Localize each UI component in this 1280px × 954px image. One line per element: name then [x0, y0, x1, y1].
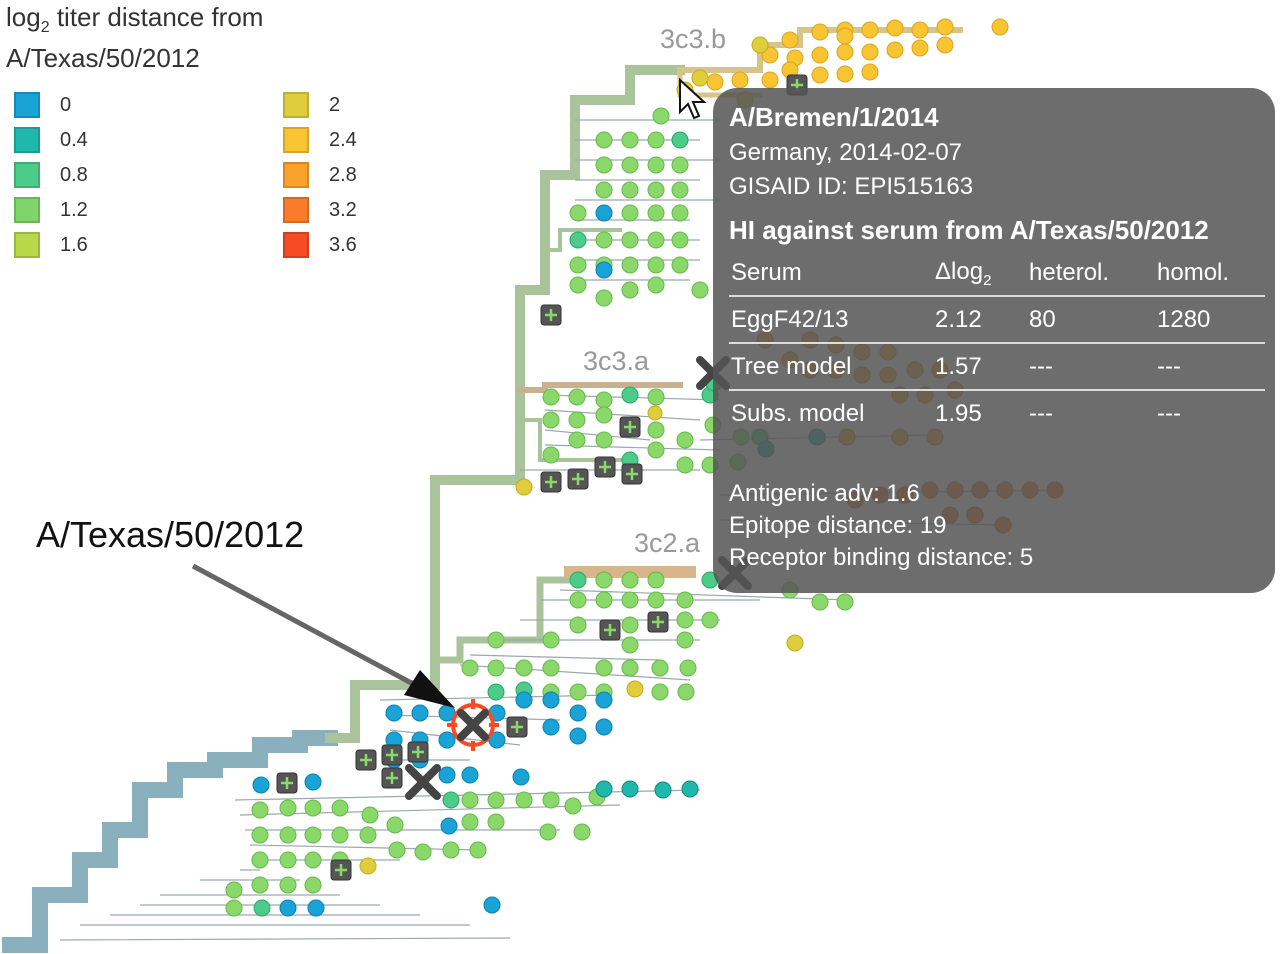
legend-title: log2 titer distance from A/Texas/50/2012 — [6, 2, 264, 74]
legend-item: 0.4 — [14, 125, 88, 155]
cell-homol: 1280 — [1155, 295, 1265, 344]
tooltip-hi-title: HI against serum from A/Texas/50/2012 — [729, 215, 1209, 245]
cell-homol: --- — [1155, 342, 1265, 391]
legend-item: 3.2 — [283, 195, 357, 225]
legend-swatch — [283, 232, 309, 258]
legend-swatch — [283, 162, 309, 188]
table-row: Subs. model 1.95 --- --- — [729, 390, 1265, 436]
annotation-arrow — [191, 563, 455, 708]
legend-label: 2.4 — [329, 128, 357, 151]
legend-swatch — [14, 197, 40, 223]
cell-homol: --- — [1157, 399, 1181, 427]
legend-label: 2.8 — [329, 163, 357, 186]
legend-item: 0 — [14, 90, 71, 120]
tooltip-receptor-binding-distance: Receptor binding distance: 5 — [729, 544, 1034, 571]
legend-swatch — [283, 197, 309, 223]
tooltip-location-date: Germany, 2014-02-07 — [729, 139, 963, 166]
legend-item: 2.8 — [283, 160, 357, 190]
legend-label: 3.6 — [329, 233, 357, 256]
legend-label: 0.8 — [60, 163, 88, 186]
legend-label: 0 — [60, 93, 72, 116]
clade-label-3c2a: 3c2.a — [634, 528, 701, 558]
legend-item: 2 — [283, 90, 340, 120]
clade-label-3c3a: 3c3.a — [583, 346, 650, 376]
mouse-cursor-icon — [679, 77, 707, 120]
legend-item: 1.2 — [14, 195, 88, 225]
col-header-homol: homol. — [1155, 250, 1265, 297]
legend-label: 0.4 — [60, 128, 88, 151]
reference-strain-marker[interactable] — [447, 699, 499, 751]
legend-label: 1.6 — [60, 233, 88, 256]
cell-heterol: 80 — [1027, 295, 1155, 344]
legend-item: 3.6 — [283, 230, 357, 260]
legend-swatch — [14, 162, 40, 188]
tooltip-hi-table: Serum Δlog2 heterol. homol. EggF42/13 2.… — [729, 250, 1265, 436]
clade-label-3c3b: 3c3.b — [660, 24, 727, 54]
legend-item: 0.8 — [14, 160, 88, 190]
collapsed-clade-plus — [281, 79, 803, 876]
table-row: EggF42/13 2.12 80 1280 — [729, 295, 1265, 344]
reference-strain-annotation: A/Texas/50/2012 — [36, 514, 305, 555]
tooltip-strain-name: A/Bremen/1/2014 — [729, 102, 939, 132]
cell-serum: Tree model — [729, 342, 933, 391]
legend-swatch — [14, 92, 40, 118]
cell-heterol: --- — [1027, 342, 1155, 391]
tooltip-metrics: Antigenic adv: 1.6 Epitope distance: 19 … — [729, 480, 1033, 576]
cell-dlog: 1.95 — [935, 399, 982, 427]
tooltip-gisaid-id: GISAID ID: EPI515163 — [729, 173, 974, 200]
tooltip-epitope-distance: Epitope distance: 19 — [729, 512, 947, 539]
legend-label: 1.2 — [60, 198, 88, 221]
legend-item: 2.4 — [283, 125, 357, 155]
cell-dlog: 1.57 — [933, 342, 1027, 391]
table-header-row: Serum Δlog2 heterol. homol. — [729, 250, 1265, 297]
table-row: Tree model 1.57 --- --- — [729, 342, 1265, 391]
cell-serum: Subs. model — [731, 399, 865, 427]
strain-tooltip: A/Bremen/1/2014 Germany, 2014-02-07 GISA… — [713, 88, 1275, 593]
col-header-heterol: heterol. — [1027, 250, 1155, 297]
legend-item: 1.6 — [14, 230, 88, 260]
legend-swatch — [283, 127, 309, 153]
cell-heterol: --- — [1029, 399, 1053, 427]
legend-label: 2 — [329, 93, 341, 116]
cell-serum: EggF42/13 — [729, 295, 933, 344]
cell-dlog: 2.12 — [933, 295, 1027, 344]
col-header-dlog: Δlog2 — [933, 250, 1027, 297]
legend-swatch — [283, 92, 309, 118]
legend-label: 3.2 — [329, 198, 357, 221]
legend-swatch — [14, 232, 40, 258]
legend-swatch — [14, 127, 40, 153]
tooltip-antigenic-advance: Antigenic adv: 1.6 — [729, 480, 920, 507]
col-header-serum: Serum — [729, 250, 933, 297]
